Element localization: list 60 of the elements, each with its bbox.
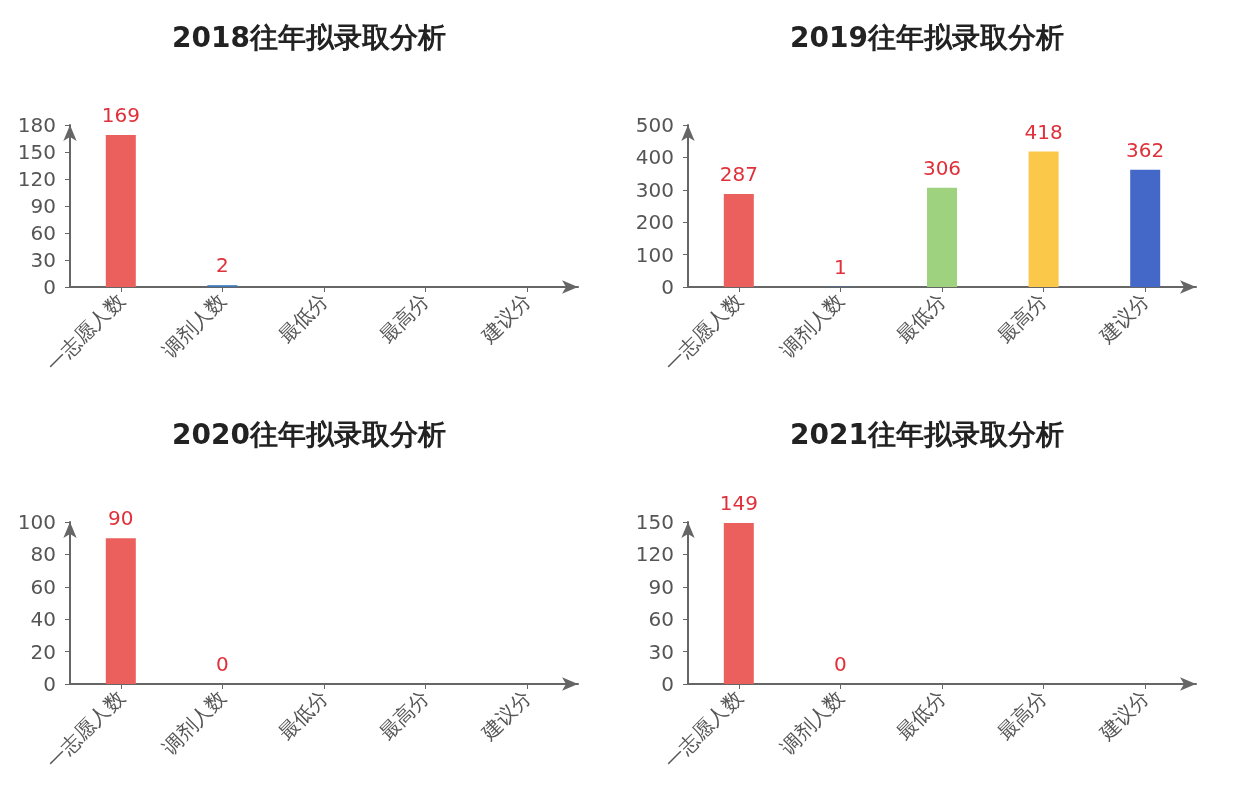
- bar: [927, 187, 957, 287]
- y-tick-label: 200: [635, 210, 674, 235]
- y-tick-label: 60: [30, 574, 56, 599]
- y-tick-label: 100: [635, 242, 674, 267]
- y-tick-label: 0: [661, 672, 674, 696]
- x-tick-label: 建议分: [1093, 288, 1154, 349]
- data-label: 0: [834, 652, 847, 676]
- x-tick-label: 调剂人数: [157, 288, 231, 363]
- x-tick-label: 最低分: [273, 685, 333, 745]
- y-tick-label: 60: [648, 607, 674, 632]
- y-tick-label: 0: [43, 275, 56, 299]
- bar: [1028, 151, 1059, 287]
- x-tick-label: 最高分: [374, 685, 435, 745]
- x-tick-label: 建议分: [475, 288, 536, 349]
- x-tick-label: 最高分: [992, 288, 1053, 348]
- y-tick-label: 90: [648, 574, 674, 599]
- x-tick-label: 最高分: [374, 288, 435, 348]
- data-label: 149: [719, 491, 758, 516]
- data-label: 362: [1126, 137, 1165, 162]
- chart-title: 2019往年拟录取分析: [790, 20, 1064, 54]
- x-tick-label: 最低分: [273, 288, 333, 348]
- data-label: 1: [834, 254, 847, 279]
- chart-title: 2018往年拟录取分析: [172, 20, 446, 54]
- chart-title: 2021往年拟录取分析: [790, 417, 1064, 451]
- chart-title: 2020往年拟录取分析: [172, 417, 446, 451]
- x-tick-label: 最低分: [891, 288, 951, 348]
- y-tick-label: 120: [635, 542, 674, 567]
- x-tick-label: 调剂人数: [775, 685, 849, 760]
- data-label: 287: [719, 162, 758, 187]
- data-label: 90: [108, 506, 134, 531]
- x-tick-label: 调剂人数: [157, 685, 231, 760]
- y-tick-label: 80: [30, 542, 56, 567]
- data-label: 306: [922, 155, 962, 180]
- y-tick-label: 20: [30, 639, 56, 664]
- x-tick-label: 最低分: [891, 685, 951, 745]
- y-tick-label: 150: [17, 140, 56, 164]
- y-tick-label: 30: [648, 639, 674, 664]
- y-tick-label: 100: [17, 510, 56, 534]
- data-label: 169: [101, 102, 140, 127]
- y-tick-label: 90: [30, 194, 56, 218]
- bar: [723, 194, 754, 287]
- y-tick-label: 300: [635, 177, 674, 202]
- x-tick-label: 建议分: [1093, 685, 1154, 746]
- y-tick-label: 30: [30, 248, 56, 272]
- y-tick-label: 40: [30, 607, 56, 632]
- y-tick-label: 400: [635, 145, 674, 170]
- y-tick-label: 180: [17, 113, 56, 137]
- x-tick-label: 调剂人数: [775, 288, 849, 363]
- x-tick-label: 建议分: [475, 685, 536, 746]
- y-tick-label: 150: [635, 510, 674, 534]
- x-tick-label: 最高分: [992, 685, 1053, 745]
- data-label: 2: [216, 253, 229, 278]
- data-label: 418: [1024, 119, 1063, 144]
- y-tick-label: 0: [43, 672, 56, 696]
- y-tick-label: 0: [661, 275, 674, 299]
- data-label: 0: [216, 652, 229, 676]
- y-tick-label: 60: [30, 221, 56, 245]
- y-tick-label: 500: [635, 113, 674, 137]
- bar: [1130, 169, 1161, 287]
- y-tick-label: 120: [17, 167, 56, 191]
